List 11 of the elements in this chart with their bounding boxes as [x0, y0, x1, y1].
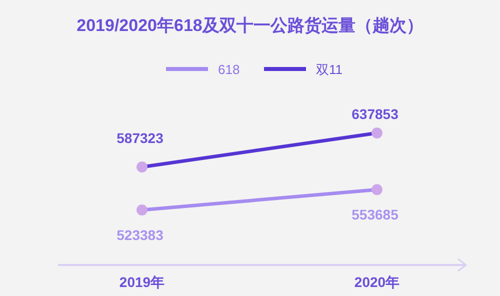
legend-label: 双11 [316, 62, 342, 77]
data-label: 553685 [352, 206, 399, 223]
data-label: 587323 [116, 130, 164, 146]
x-tick-label: 2020年 [354, 274, 400, 290]
data-label: 523383 [116, 227, 164, 243]
data-label: 637853 [352, 106, 399, 122]
legend-label: 618 [218, 62, 240, 77]
x-tick-label: 2019年 [119, 274, 165, 290]
chart-title: 2019/2020年618及双十一公路货运量（趟次） [76, 16, 424, 35]
point [136, 204, 148, 216]
point [372, 184, 382, 196]
